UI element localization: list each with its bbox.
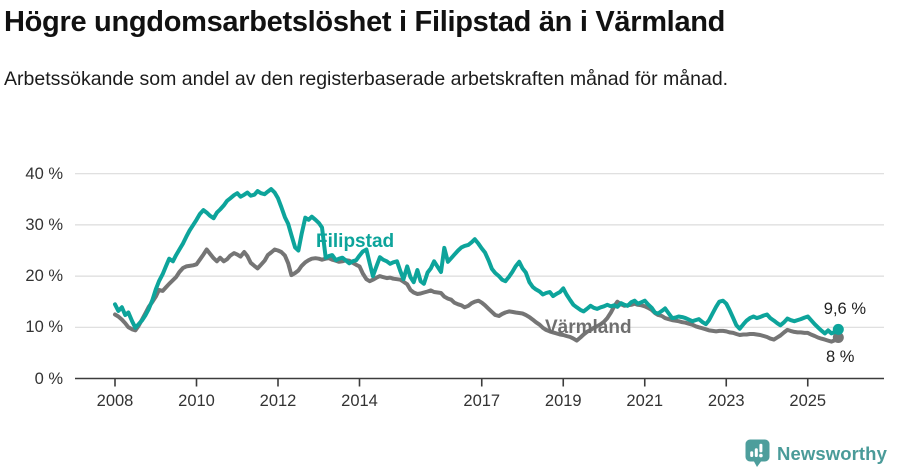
chart-subtitle: Arbetssökande som andel av den registerb… <box>4 68 729 90</box>
series-line-filipstad <box>113 187 841 336</box>
x-tick-label: 2010 <box>178 392 215 410</box>
gridlines <box>75 173 884 380</box>
x-tick-label: 2012 <box>259 392 297 410</box>
y-tick-label: 0 % <box>34 369 63 388</box>
series-label-varmland: Värmland <box>545 317 632 338</box>
y-tick-label: 10 % <box>25 318 63 337</box>
brand-wordmark: Newsworthy <box>777 442 887 464</box>
series-lines <box>113 187 844 344</box>
end-dot-filipstad <box>832 323 844 335</box>
series-line-värmland <box>113 247 841 344</box>
x-tick-label: 2025 <box>789 392 827 410</box>
end-value-varmland: 8 % <box>826 348 855 366</box>
axis-ticks <box>114 378 809 387</box>
x-tick-label: 2014 <box>341 392 378 410</box>
bar-chart-speech-bubble-icon <box>745 439 770 467</box>
x-tick-label: 2019 <box>544 392 582 410</box>
page-title: Högre ungdomsarbetslöshet i Filipstad än… <box>4 6 726 38</box>
y-tick-label: 40 % <box>25 164 63 183</box>
x-tick-label: 2023 <box>707 392 745 410</box>
x-tick-label: 2008 <box>96 392 134 410</box>
end-value-filipstad: 9,6 % <box>823 300 866 318</box>
y-tick-label: 30 % <box>25 215 63 234</box>
x-tick-label: 2021 <box>626 392 664 410</box>
x-tick-label: 2017 <box>463 392 501 410</box>
series-label-filipstad: Filipstad <box>316 231 395 252</box>
y-tick-label: 20 % <box>25 267 63 286</box>
newsworthy-logo[interactable]: Newsworthy <box>745 439 887 468</box>
end-dot-värmland <box>832 332 844 344</box>
